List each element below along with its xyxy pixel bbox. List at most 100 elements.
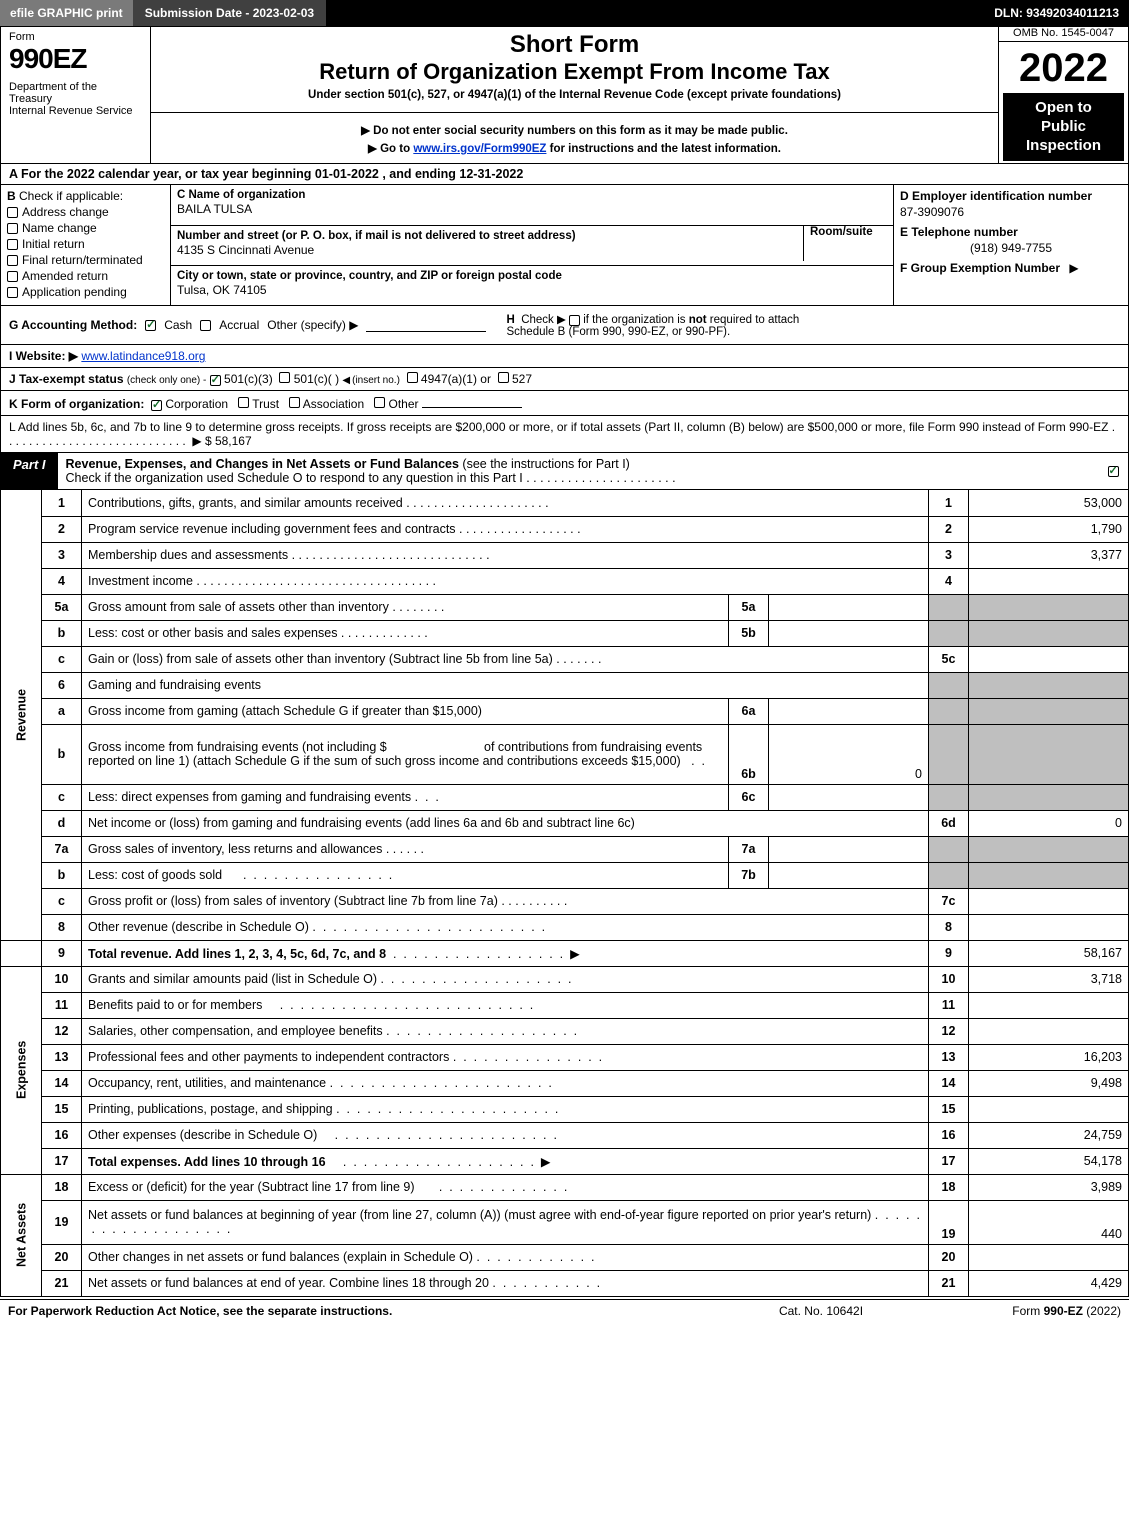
ck-initial-return[interactable]: Initial return [7, 237, 164, 251]
k-other-field[interactable] [422, 395, 522, 408]
top-bar: efile GRAPHIC print Submission Date - 20… [0, 0, 1129, 26]
r7c: 7c [929, 888, 969, 914]
d3-text: Membership dues and assessments [88, 548, 288, 562]
n10: 10 [42, 966, 82, 992]
d12: Salaries, other compensation, and employ… [82, 1018, 929, 1044]
r10: 10 [929, 966, 969, 992]
ck-application-pending[interactable]: Application pending [7, 285, 164, 299]
ck-assoc[interactable] [289, 397, 300, 408]
dots: . . . . . . . . . . . . . . . . . . . [383, 1024, 577, 1038]
dots: . . . . . . . . . . . . . . . . . . . . … [309, 920, 545, 934]
d6d: Net income or (loss) from gaming and fun… [82, 810, 929, 836]
ck-address-change[interactable]: Address change [7, 205, 164, 219]
dots: . . . . . . . . . . . [489, 1276, 600, 1290]
a13: 16,203 [969, 1044, 1129, 1070]
dln-label: DLN: 93492034011213 [984, 0, 1129, 26]
c-street-label: Number and street (or P. O. box, if mail… [177, 230, 803, 242]
section-b: B Check if applicable: Address change Na… [1, 185, 171, 306]
ck-final-return[interactable]: Final return/terminated [7, 253, 164, 267]
d17: Total expenses. Add lines 10 through 16 … [82, 1148, 929, 1174]
d-label: D Employer identification number [900, 189, 1122, 203]
n13: 13 [42, 1044, 82, 1070]
d20: Other changes in net assets or fund bala… [82, 1244, 929, 1270]
org-name: BAILA TULSA [177, 202, 887, 216]
d5b: Less: cost or other basis and sales expe… [82, 620, 729, 646]
a16: 24,759 [969, 1122, 1129, 1148]
dots: . . . . . . [382, 842, 424, 856]
street-value: 4135 S Cincinnati Avenue [177, 243, 803, 257]
side-expenses: Expenses [1, 966, 42, 1174]
ck-cash[interactable] [145, 320, 156, 331]
ck-corp[interactable] [151, 400, 162, 411]
ck-501c3[interactable] [210, 375, 221, 386]
part-title-bold: Revenue, Expenses, and Changes in Net As… [66, 457, 459, 471]
dots: . . . . . . . . [389, 600, 445, 614]
d10: Grants and similar amounts paid (list in… [82, 966, 929, 992]
r6-shade [929, 672, 969, 698]
irs-link[interactable]: www.irs.gov/Form990EZ [413, 143, 546, 155]
ck-527[interactable] [498, 372, 509, 383]
part-i-checkbox[interactable] [1098, 453, 1128, 489]
ck-h[interactable] [569, 315, 580, 326]
r20: 20 [929, 1244, 969, 1270]
r6a-shade [929, 698, 969, 724]
r3: 3 [929, 542, 969, 568]
r5c: 5c [929, 646, 969, 672]
n7b: b [42, 862, 82, 888]
line-k: K Form of organization: Corporation Trus… [0, 391, 1129, 416]
r13: 13 [929, 1044, 969, 1070]
instruct-goto: ▶ Go to www.irs.gov/Form990EZ for instru… [159, 141, 990, 155]
line-l: L Add lines 5b, 6c, and 7b to line 9 to … [0, 416, 1129, 453]
g-other-field[interactable] [366, 319, 486, 332]
ck-other-org[interactable] [374, 397, 385, 408]
d3: Membership dues and assessments . . . . … [82, 542, 929, 568]
d13-text: Professional fees and other payments to … [88, 1050, 449, 1064]
ck-501c[interactable] [279, 372, 290, 383]
n17: 17 [42, 1148, 82, 1174]
a4 [969, 568, 1129, 594]
b-label: B [7, 189, 16, 203]
ck-trust[interactable] [238, 397, 249, 408]
d19: Net assets or fund balances at beginning… [82, 1200, 929, 1244]
n9: 9 [42, 940, 82, 966]
year-cell: OMB No. 1545-0047 2022 Open to Public In… [999, 27, 1129, 164]
n11: 11 [42, 992, 82, 1018]
ein-value: 87-3909076 [900, 205, 1122, 219]
d21: Net assets or fund balances at end of ye… [82, 1270, 929, 1296]
a5c [969, 646, 1129, 672]
checkbox-icon [7, 239, 18, 250]
ck-4947[interactable] [407, 372, 418, 383]
d14: Occupancy, rent, utilities, and maintena… [82, 1070, 929, 1096]
ck-label-1: Name change [22, 221, 97, 235]
line-a: A For the 2022 calendar year, or tax yea… [0, 164, 1129, 185]
ck-accrual[interactable] [200, 320, 211, 331]
ck-amended-return[interactable]: Amended return [7, 269, 164, 283]
instruct-goto-post: for instructions and the latest informat… [546, 143, 781, 155]
d15: Printing, publications, postage, and shi… [82, 1096, 929, 1122]
d7a-text: Gross sales of inventory, less returns a… [88, 842, 382, 856]
a14: 9,498 [969, 1070, 1129, 1096]
n5b: b [42, 620, 82, 646]
d6a: Gross income from gaming (attach Schedul… [82, 698, 729, 724]
website-link[interactable]: www.latindance918.org [81, 349, 205, 363]
n15: 15 [42, 1096, 82, 1122]
checkbox-icon [7, 271, 18, 282]
main-title: Return of Organization Exempt From Incom… [159, 59, 990, 85]
j-opt3: 4947(a)(1) or [421, 372, 491, 386]
d19-text: Net assets or fund balances at beginning… [88, 1208, 871, 1222]
d5c-text: Gain or (loss) from sale of assets other… [88, 652, 553, 666]
n2: 2 [42, 516, 82, 542]
s6b: 6b [729, 724, 769, 784]
ck-label-3: Final return/terminated [22, 253, 143, 267]
form-word: Form [9, 31, 142, 43]
part-title: Revenue, Expenses, and Changes in Net As… [58, 453, 1098, 489]
r12: 12 [929, 1018, 969, 1044]
d11: Benefits paid to or for members . . . . … [82, 992, 929, 1018]
open-line2: Public [1007, 118, 1120, 137]
n16: 16 [42, 1122, 82, 1148]
a6b-shade [969, 724, 1129, 784]
s5a: 5a [729, 594, 769, 620]
ck-name-change[interactable]: Name change [7, 221, 164, 235]
r21: 21 [929, 1270, 969, 1296]
topbar-spacer [326, 0, 984, 26]
